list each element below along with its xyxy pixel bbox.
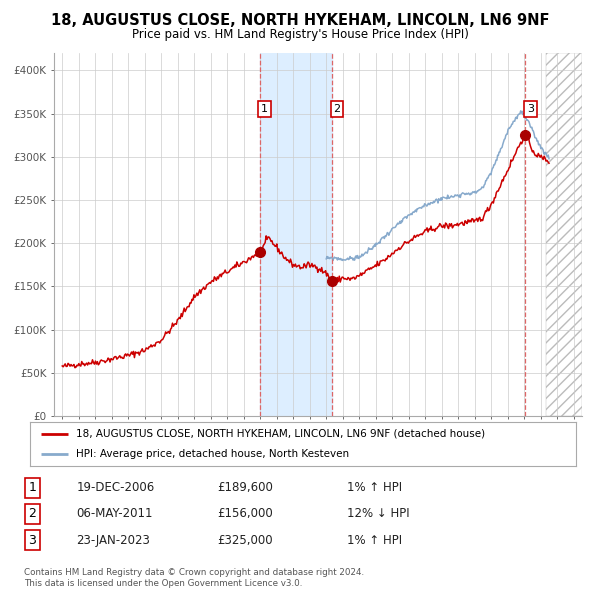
Text: 2: 2 bbox=[334, 104, 341, 114]
Text: 1: 1 bbox=[29, 481, 37, 494]
Text: 2: 2 bbox=[29, 507, 37, 520]
Text: £156,000: £156,000 bbox=[218, 507, 274, 520]
Text: 19-DEC-2006: 19-DEC-2006 bbox=[77, 481, 155, 494]
Text: 12% ↓ HPI: 12% ↓ HPI bbox=[347, 507, 410, 520]
Text: 1% ↑ HPI: 1% ↑ HPI bbox=[347, 533, 402, 546]
Text: 18, AUGUSTUS CLOSE, NORTH HYKEHAM, LINCOLN, LN6 9NF (detached house): 18, AUGUSTUS CLOSE, NORTH HYKEHAM, LINCO… bbox=[76, 429, 485, 439]
Text: 18, AUGUSTUS CLOSE, NORTH HYKEHAM, LINCOLN, LN6 9NF: 18, AUGUSTUS CLOSE, NORTH HYKEHAM, LINCO… bbox=[51, 13, 549, 28]
Text: £189,600: £189,600 bbox=[218, 481, 274, 494]
Text: This data is licensed under the Open Government Licence v3.0.: This data is licensed under the Open Gov… bbox=[24, 579, 302, 588]
Bar bbox=[260, 53, 332, 416]
Text: 3: 3 bbox=[29, 533, 37, 546]
Text: 1% ↑ HPI: 1% ↑ HPI bbox=[347, 481, 402, 494]
Text: Contains HM Land Registry data © Crown copyright and database right 2024.: Contains HM Land Registry data © Crown c… bbox=[24, 568, 364, 576]
Text: 06-MAY-2011: 06-MAY-2011 bbox=[77, 507, 153, 520]
Text: 3: 3 bbox=[527, 104, 534, 114]
Bar bbox=[545, 53, 582, 416]
Text: £325,000: £325,000 bbox=[218, 533, 274, 546]
Text: 1: 1 bbox=[261, 104, 268, 114]
Text: 23-JAN-2023: 23-JAN-2023 bbox=[77, 533, 151, 546]
Text: Price paid vs. HM Land Registry's House Price Index (HPI): Price paid vs. HM Land Registry's House … bbox=[131, 28, 469, 41]
Text: HPI: Average price, detached house, North Kesteven: HPI: Average price, detached house, Nort… bbox=[76, 449, 350, 459]
